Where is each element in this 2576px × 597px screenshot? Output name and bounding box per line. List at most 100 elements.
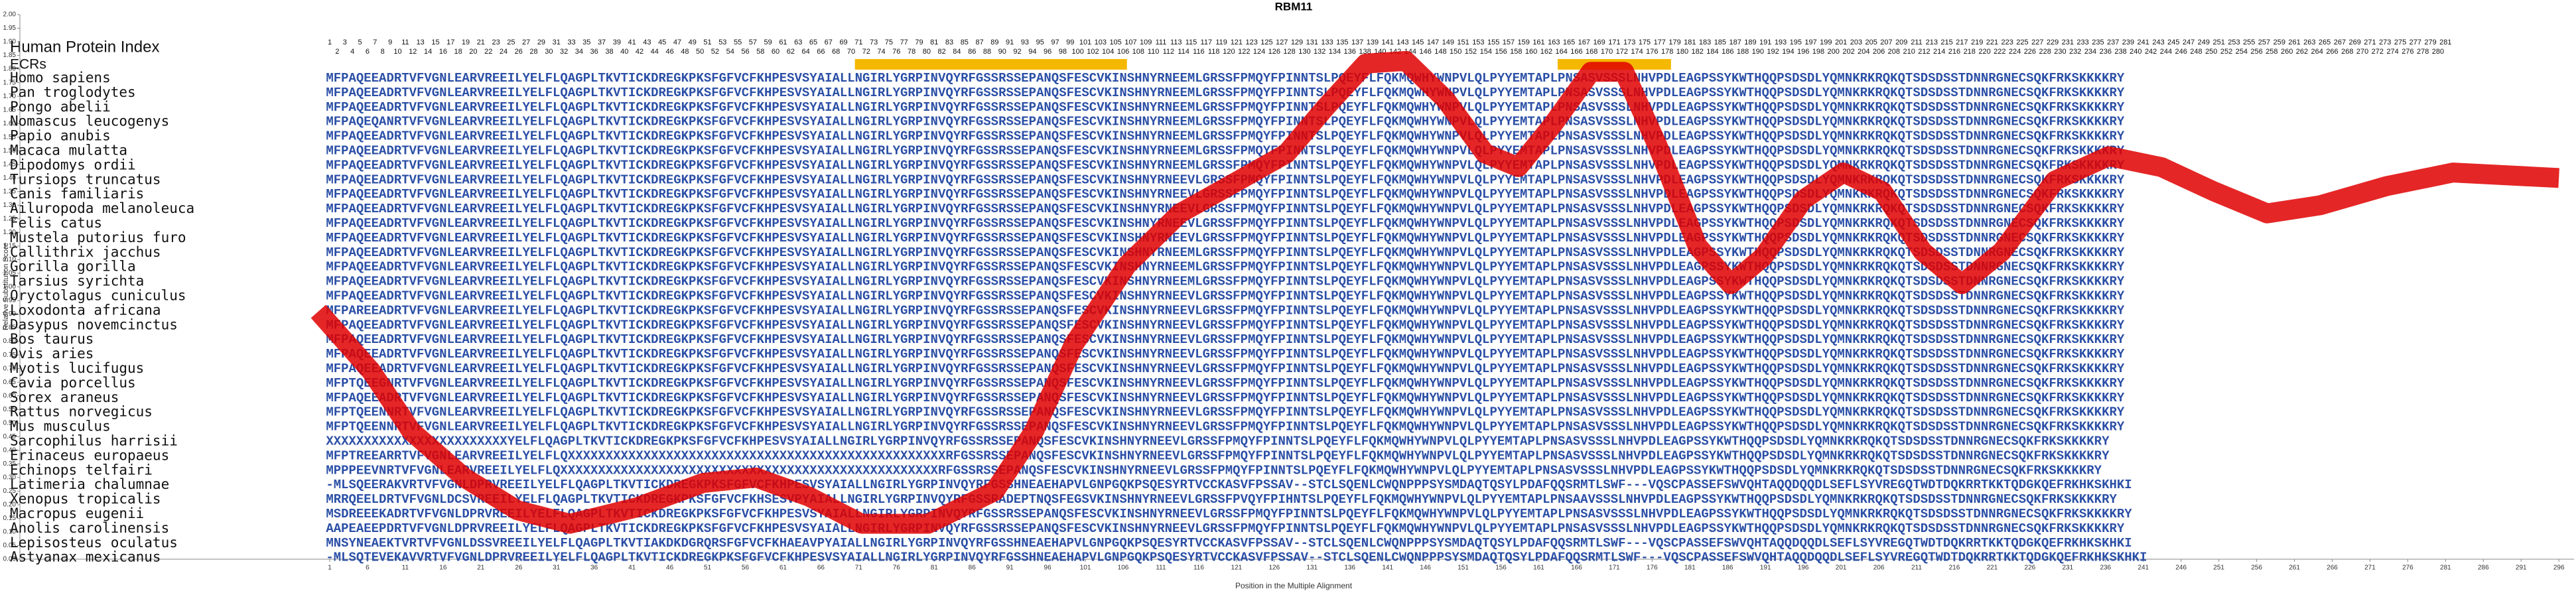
human-index-number: 8 bbox=[381, 48, 385, 56]
x-tick-label: 41 bbox=[628, 564, 636, 572]
human-index-number: 46 bbox=[665, 48, 673, 56]
human-index-number: 168 bbox=[1586, 48, 1597, 56]
human-index-number: 2 bbox=[335, 48, 339, 56]
human-index-number: 265 bbox=[2319, 38, 2331, 46]
y-tick-label: 0.65 bbox=[3, 379, 17, 386]
human-index-number: 50 bbox=[696, 48, 704, 56]
species-name: Homo sapiens bbox=[10, 70, 111, 86]
human-index-number: 57 bbox=[749, 38, 757, 46]
human-index-number: 231 bbox=[2062, 38, 2074, 46]
human-index-number: 108 bbox=[1132, 48, 1144, 56]
y-tick-label: 2.00 bbox=[3, 11, 17, 19]
sequence: MRRQEELDRTVFVGNLDCSVREEILYELFLQAGPLTKVTI… bbox=[326, 492, 2117, 507]
x-tick-label: 71 bbox=[855, 564, 863, 572]
human-index-number: 185 bbox=[1714, 38, 1726, 46]
human-index-number: 45 bbox=[658, 38, 666, 46]
human-index-number: 235 bbox=[2092, 38, 2104, 46]
human-index-number: 100 bbox=[1071, 48, 1083, 56]
human-index-number: 214 bbox=[1933, 48, 1945, 56]
human-index-number: 192 bbox=[1767, 48, 1779, 56]
human-index-number: 6 bbox=[366, 48, 370, 56]
species-name: Astyanax mexicanus bbox=[10, 549, 161, 565]
human-index-number: 29 bbox=[537, 38, 545, 46]
human-index-number: 105 bbox=[1109, 38, 1121, 46]
human-index-number: 28 bbox=[529, 48, 537, 56]
human-index-number: 242 bbox=[2145, 48, 2157, 56]
human-index-number: 250 bbox=[2205, 48, 2217, 56]
human-index-number: 163 bbox=[1548, 38, 1560, 46]
y-tick-label: 1.10 bbox=[3, 256, 17, 263]
human-index-number: 107 bbox=[1124, 38, 1136, 46]
human-index-number: 211 bbox=[1911, 38, 1923, 46]
human-index-number: 30 bbox=[545, 48, 553, 56]
human-index-number: 43 bbox=[643, 38, 651, 46]
sequence: MFPAQEEADRTVFVGNLEARVREEILYELFLQAGPLTKVT… bbox=[326, 289, 2125, 304]
human-index-number: 61 bbox=[779, 38, 787, 46]
human-index-number: 218 bbox=[1964, 48, 1976, 56]
y-tick-label: 1.15 bbox=[3, 243, 17, 250]
human-index-number: 63 bbox=[794, 38, 802, 46]
human-index-number: 91 bbox=[1006, 38, 1014, 46]
human-index-number: 197 bbox=[1804, 38, 1816, 46]
human-index-number: 273 bbox=[2379, 38, 2391, 46]
human-index-number: 269 bbox=[2348, 38, 2360, 46]
human-index-number: 203 bbox=[1850, 38, 1862, 46]
human-index-number: 90 bbox=[998, 48, 1006, 56]
sequence: AAPEAEEPDRTVFVGNLDPRVREEILYELFLQAGPLTKVT… bbox=[326, 521, 2125, 536]
sequence: XXXXXXXXXXXXXXXXXXXXXXXXYELFLQAGPLTKVTIC… bbox=[326, 434, 2110, 449]
human-index-number: 227 bbox=[2031, 38, 2043, 46]
human-index-number: 223 bbox=[2001, 38, 2013, 46]
y-tick-label: 1.05 bbox=[3, 270, 17, 277]
human-index-number: 64 bbox=[801, 48, 809, 56]
human-index-number: 85 bbox=[961, 38, 969, 46]
human-index-number: 200 bbox=[1828, 48, 1840, 56]
x-tick-label: 136 bbox=[1344, 564, 1355, 572]
human-index-number: 36 bbox=[590, 48, 598, 56]
human-index-number: 123 bbox=[1245, 38, 1257, 46]
human-index-number: 221 bbox=[1986, 38, 1998, 46]
human-index-number: 18 bbox=[454, 48, 462, 56]
human-index-number: 243 bbox=[2152, 38, 2164, 46]
human-index-number: 150 bbox=[1450, 48, 1461, 56]
human-index-number: 37 bbox=[598, 38, 606, 46]
species-name: Anolis carolinensis bbox=[10, 520, 169, 536]
human-index-number: 178 bbox=[1661, 48, 1673, 56]
human-index-number: 134 bbox=[1329, 48, 1341, 56]
human-index-number: 9 bbox=[388, 38, 392, 46]
header-label: Human Protein Index bbox=[10, 38, 159, 56]
human-index-number: 249 bbox=[2198, 38, 2210, 46]
x-tick-label: 201 bbox=[1836, 564, 1847, 572]
x-tick-label: 156 bbox=[1495, 564, 1507, 572]
human-index-number: 106 bbox=[1117, 48, 1129, 56]
sequence: MFPAQEEADRTVFVGNLEARVREEILYELFLQAGPLTKVT… bbox=[326, 231, 2125, 245]
human-index-number: 5 bbox=[358, 38, 362, 46]
human-index-number: 247 bbox=[2183, 38, 2195, 46]
human-index-number: 104 bbox=[1102, 48, 1114, 56]
human-index-number: 80 bbox=[923, 48, 931, 56]
x-tick-label: 181 bbox=[1684, 564, 1696, 572]
x-tick-label: 246 bbox=[2175, 564, 2187, 572]
human-index-number: 274 bbox=[2386, 48, 2398, 56]
sequence: MFPAQEEADRTVFVGNLEARVREEILYELFLQAGPLTKVT… bbox=[326, 318, 2125, 332]
species-name: Cavia porcellus bbox=[10, 375, 136, 391]
human-index-number: 13 bbox=[417, 38, 425, 46]
human-index-number: 190 bbox=[1752, 48, 1764, 56]
human-index-number: 241 bbox=[2137, 38, 2149, 46]
x-tick-label: 141 bbox=[1382, 564, 1393, 572]
sequence: MFPAQEEADRTVFVGNLEARVREEILYELFLQAGPLTKVT… bbox=[326, 71, 2125, 86]
human-index-number: 184 bbox=[1706, 48, 1718, 56]
human-index-number: 228 bbox=[2039, 48, 2051, 56]
human-index-number: 153 bbox=[1472, 38, 1484, 46]
human-index-number: 132 bbox=[1314, 48, 1325, 56]
human-index-number: 225 bbox=[2016, 38, 2028, 46]
human-index-number: 128 bbox=[1283, 48, 1295, 56]
human-index-number: 258 bbox=[2266, 48, 2277, 56]
human-index-number: 198 bbox=[1812, 48, 1824, 56]
human-index-number: 120 bbox=[1223, 48, 1235, 56]
human-index-number: 262 bbox=[2296, 48, 2308, 56]
human-index-number: 122 bbox=[1238, 48, 1250, 56]
human-index-number: 113 bbox=[1170, 38, 1182, 46]
sequence: MFPAQEEADRTVFVGNLEARVREEILYELFLQAGPLTKVT… bbox=[326, 260, 2125, 275]
human-index-number: 51 bbox=[703, 38, 711, 46]
human-index-number: 4 bbox=[350, 48, 354, 56]
